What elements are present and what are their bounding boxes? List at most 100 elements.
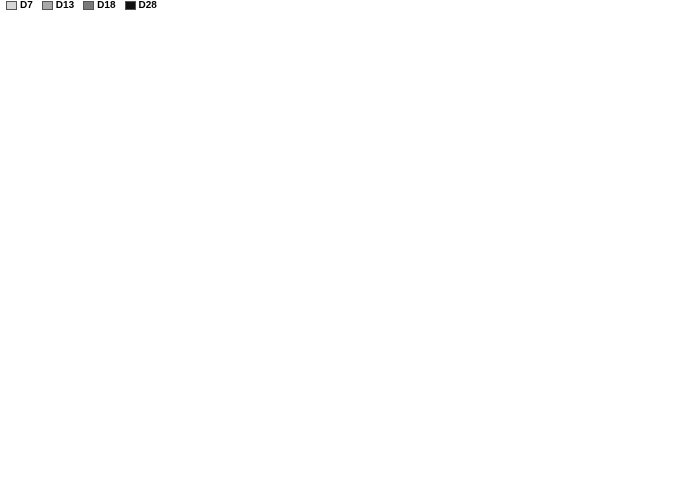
y-tick-label: 2 <box>394 278 399 288</box>
panel-letter: C <box>5 264 17 283</box>
x-tick-label: CACNA1B <box>407 444 438 479</box>
bar-d7 <box>552 314 561 402</box>
legend-item-d18: D18 <box>83 0 116 11</box>
bar-d13 <box>230 131 238 154</box>
y-tick-label: -4 <box>22 443 30 453</box>
bar-d13 <box>493 119 499 129</box>
y-axis-label: Fold change (log₂) <box>5 308 19 413</box>
bar-d28 <box>115 378 124 379</box>
bar-d28 <box>531 314 540 351</box>
bar-d13 <box>141 131 149 191</box>
bar-d13 <box>144 359 153 379</box>
bar-d18 <box>498 112 504 129</box>
x-tick-label: HES5 <box>561 201 581 226</box>
bar-d28 <box>504 114 510 129</box>
x-tick-label: PTCH1 <box>184 449 207 479</box>
bar-d13 <box>52 378 61 400</box>
legend-item-d13: D13 <box>41 0 75 11</box>
bar-d18 <box>107 374 116 379</box>
bar-d18 <box>574 58 579 129</box>
legend-label: D18 <box>97 0 116 11</box>
bar-d7 <box>638 128 644 132</box>
bar-d13 <box>653 314 662 402</box>
legend-label: D13 <box>55 0 75 11</box>
bar-d13 <box>191 314 200 379</box>
bar-d7 <box>413 100 418 129</box>
legend-label: D28 <box>138 0 157 11</box>
bar-d7 <box>274 378 283 396</box>
chart-title: TGFß SIGNALING <box>134 24 210 34</box>
y-axis-label: Fold change (log₂) <box>5 67 19 172</box>
x-tick-label: ARHGAP36 <box>36 449 69 479</box>
bar-d18 <box>476 314 485 393</box>
bar-d28 <box>624 314 632 331</box>
y-tick-label: 2 <box>392 118 397 128</box>
bar-d13 <box>237 378 246 389</box>
panel-letter: B <box>350 15 362 34</box>
bar-d28 <box>246 131 254 180</box>
y-tick-label: 6 <box>392 61 397 71</box>
bar-d18 <box>245 368 254 379</box>
x-tick-label: HTR7 <box>556 444 576 469</box>
bar-d7 <box>450 115 456 129</box>
bar-d7 <box>182 318 191 379</box>
bar-d18 <box>60 131 68 140</box>
x-tick-label: TGIF1 <box>225 207 246 234</box>
bar-d18 <box>661 314 670 396</box>
bar-d7 <box>90 357 99 379</box>
y-tick-label: -2 <box>389 174 397 184</box>
bar-d7 <box>413 314 422 343</box>
bar-d13 <box>96 120 105 132</box>
y-tick-label: 0 <box>25 117 30 127</box>
y-tick-label: 0 <box>25 375 30 385</box>
legend-swatch <box>83 1 95 10</box>
bar-d18 <box>569 314 578 389</box>
y-tick-label: -2 <box>391 342 399 352</box>
bar-d7 <box>600 128 606 129</box>
bar-d18 <box>149 131 157 149</box>
bar-d18 <box>291 342 300 379</box>
bar-d13 <box>531 128 536 134</box>
y-tick-label: 6 <box>25 272 30 282</box>
bar-d7 <box>44 378 53 401</box>
x-tick-label: ADCY2 <box>599 444 623 475</box>
bar-d7 <box>459 314 468 394</box>
bar-d28 <box>654 107 660 129</box>
bar-d28 <box>429 128 435 129</box>
bar-d13 <box>98 358 107 379</box>
bar-d28 <box>300 336 309 379</box>
bar-d18 <box>199 328 208 379</box>
bar-d13 <box>643 122 649 129</box>
panel-letter: A <box>2 16 14 35</box>
bar-d13 <box>274 131 283 157</box>
bar-d18 <box>615 314 624 383</box>
y-tick-label: 4 <box>392 89 397 99</box>
bar-d28 <box>161 370 170 379</box>
y-axis-label: Fold change (log₂) <box>377 309 391 414</box>
bar-d13 <box>514 314 523 358</box>
y-tick-label: 8 <box>25 31 30 41</box>
bar-d18 <box>423 87 429 129</box>
x-tick-label: SKIL <box>272 207 291 230</box>
bar-d18 <box>61 362 70 379</box>
y-tick-label: 4 <box>25 306 30 316</box>
x-tick-label: SERPINE1 <box>37 207 68 251</box>
bar-d28 <box>485 314 493 379</box>
y-tick-label: -8 <box>22 202 30 212</box>
legend: D7 D13 D18 D28 <box>6 0 157 11</box>
y-tick-label: 2 <box>25 95 30 105</box>
y-tick-label: 8 <box>392 33 397 43</box>
panel-letter: D <box>350 249 362 268</box>
bar-d28 <box>290 131 299 136</box>
y-tick-label: 0 <box>394 310 399 320</box>
bar-d7 <box>222 131 230 159</box>
bar-d28 <box>579 128 585 133</box>
legend-swatch <box>124 1 136 10</box>
bar-d13 <box>418 91 424 129</box>
bar-d28 <box>157 121 165 132</box>
bar-d28 <box>670 314 679 318</box>
y-axis-label: Fold change (log₂) <box>373 64 387 169</box>
x-tick-label: TLE1 <box>234 449 254 473</box>
bar-d28 <box>208 352 217 379</box>
bar-d13 <box>455 118 461 129</box>
